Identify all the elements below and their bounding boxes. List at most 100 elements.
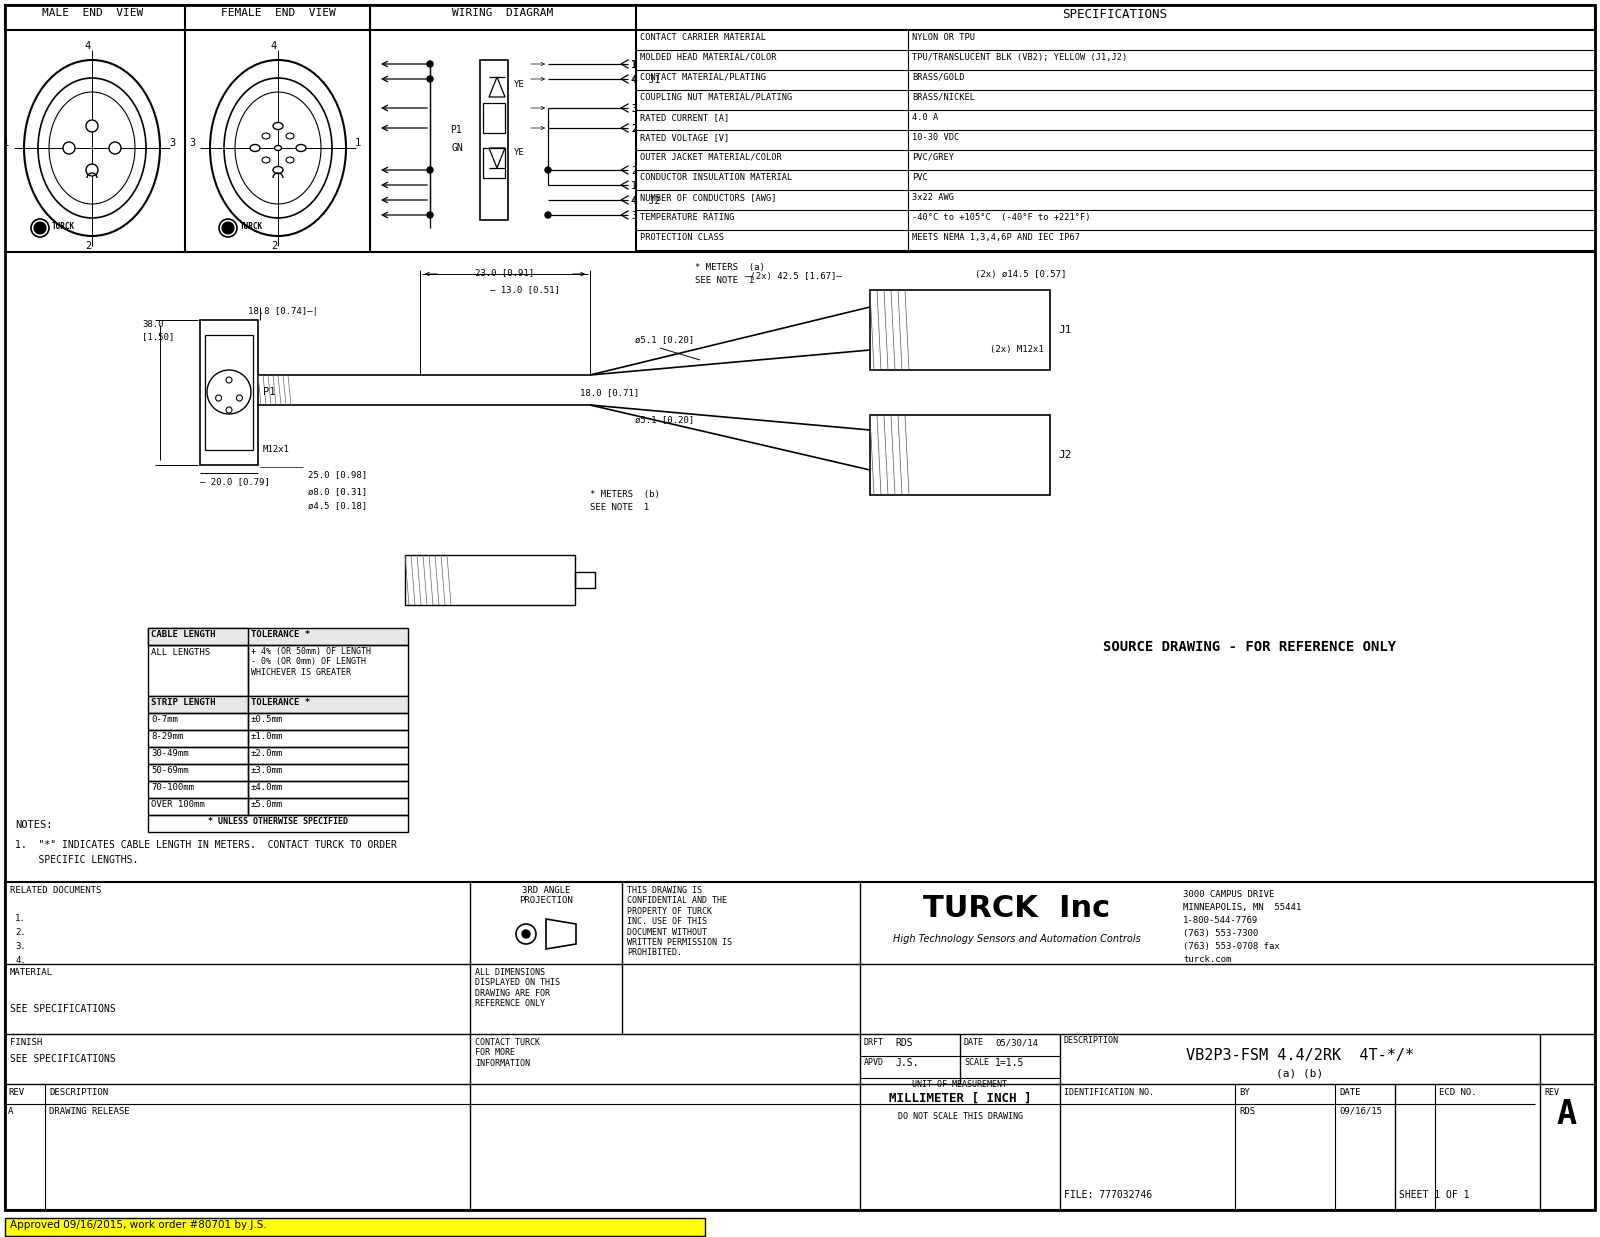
Text: REV: REV: [8, 1089, 24, 1097]
Text: 3: 3: [630, 104, 637, 114]
Circle shape: [427, 75, 434, 82]
Ellipse shape: [262, 134, 270, 139]
Text: SOURCE DRAWING - FOR REFERENCE ONLY: SOURCE DRAWING - FOR REFERENCE ONLY: [1104, 640, 1397, 654]
Ellipse shape: [286, 157, 294, 163]
Text: (2x) ø14.5 [0.57]: (2x) ø14.5 [0.57]: [974, 270, 1066, 280]
Text: 1.: 1.: [14, 914, 26, 923]
Text: TPU/TRANSLUCENT BLK (VB2); YELLOW (J1,J2): TPU/TRANSLUCENT BLK (VB2); YELLOW (J1,J2…: [912, 53, 1128, 62]
Text: PVC: PVC: [912, 173, 928, 182]
Text: 1: 1: [630, 61, 637, 71]
Text: * METERS  (a): * METERS (a): [694, 263, 765, 272]
Text: RDS: RDS: [1238, 1107, 1254, 1116]
Text: A: A: [1557, 1098, 1578, 1131]
Text: (763) 553-7300: (763) 553-7300: [1182, 929, 1258, 938]
Text: (2x) M12x1: (2x) M12x1: [990, 345, 1043, 354]
Text: 09/16/15: 09/16/15: [1339, 1107, 1382, 1116]
Text: SHEET 1 OF 1: SHEET 1 OF 1: [1398, 1190, 1469, 1200]
Ellipse shape: [224, 78, 333, 218]
Text: SPECIFICATIONS: SPECIFICATIONS: [1062, 7, 1168, 21]
Polygon shape: [546, 919, 576, 949]
Circle shape: [427, 77, 432, 82]
Circle shape: [219, 219, 237, 238]
Text: + 4% (OR 50mm) OF LENGTH
- 0% (OR 0mm) OF LENGTH
WHICHEVER IS GREATER: + 4% (OR 50mm) OF LENGTH - 0% (OR 0mm) O…: [251, 647, 371, 677]
Bar: [870, 414, 1050, 495]
Text: 10-30 VDC: 10-30 VDC: [912, 134, 960, 142]
Ellipse shape: [210, 61, 346, 236]
Text: J.S.: J.S.: [894, 1058, 918, 1068]
Text: 1-800-544-7769: 1-800-544-7769: [1182, 917, 1258, 925]
Bar: [870, 289, 1050, 370]
Text: 4  J1: 4 J1: [630, 75, 661, 85]
Text: TURCK  Inc: TURCK Inc: [923, 894, 1110, 923]
Text: -40°C to +105°C  (-40°F to +221°F): -40°C to +105°C (-40°F to +221°F): [912, 213, 1091, 221]
Text: 4.0 A: 4.0 A: [912, 113, 938, 122]
Bar: [248, 696, 408, 713]
Text: 38.0: 38.0: [142, 320, 163, 329]
Text: P1: P1: [262, 387, 275, 397]
Text: BRASS/GOLD: BRASS/GOLD: [912, 73, 965, 82]
Ellipse shape: [275, 146, 282, 151]
Text: A: A: [8, 1107, 13, 1116]
Bar: [248, 764, 408, 781]
Text: 3: 3: [630, 212, 637, 221]
Text: 8-29mm: 8-29mm: [150, 732, 184, 741]
Circle shape: [222, 221, 234, 234]
Circle shape: [515, 924, 536, 944]
Text: ø5.1 [0.20]: ø5.1 [0.20]: [635, 414, 694, 424]
Text: — 13.0 [0.51]: — 13.0 [0.51]: [490, 285, 560, 294]
Text: RATED VOLTAGE [V]: RATED VOLTAGE [V]: [640, 134, 730, 142]
Ellipse shape: [235, 92, 322, 204]
Text: MATERIAL: MATERIAL: [10, 969, 53, 977]
Bar: [248, 747, 408, 764]
Text: IDENTIFICATION NO.: IDENTIFICATION NO.: [1064, 1089, 1154, 1097]
Bar: [147, 628, 408, 644]
Text: * METERS  (b): * METERS (b): [590, 490, 659, 499]
Bar: [147, 644, 248, 696]
Text: SEE NOTE  1: SEE NOTE 1: [694, 276, 754, 285]
Text: 1: 1: [3, 139, 10, 148]
Text: 2: 2: [630, 124, 637, 134]
Text: TURCK: TURCK: [240, 221, 262, 231]
Text: BRASS/NICKEL: BRASS/NICKEL: [912, 93, 974, 101]
Text: 30-49mm: 30-49mm: [150, 748, 189, 758]
Text: TURCK: TURCK: [51, 221, 75, 231]
Text: FILE: 777032746: FILE: 777032746: [1064, 1190, 1152, 1200]
Text: 3000 CAMPUS DRIVE: 3000 CAMPUS DRIVE: [1182, 889, 1274, 899]
Circle shape: [206, 370, 251, 414]
Text: 0-7mm: 0-7mm: [150, 715, 178, 724]
Text: 3: 3: [189, 139, 195, 148]
Text: 1: 1: [630, 181, 637, 190]
Ellipse shape: [50, 92, 134, 204]
Text: * UNLESS OTHERWISE SPECIFIED: * UNLESS OTHERWISE SPECIFIED: [208, 816, 349, 826]
Text: ±5.0mm: ±5.0mm: [251, 800, 283, 809]
Text: CONDUCTOR INSULATION MATERIAL: CONDUCTOR INSULATION MATERIAL: [640, 173, 792, 182]
Text: RELATED DOCUMENTS: RELATED DOCUMENTS: [10, 886, 101, 896]
Text: OVER 100mm: OVER 100mm: [150, 800, 205, 809]
Text: 4: 4: [85, 41, 91, 51]
Text: turck.com: turck.com: [1182, 955, 1232, 964]
Circle shape: [109, 142, 122, 153]
Bar: [147, 815, 408, 833]
Text: MINNEAPOLIS, MN  55441: MINNEAPOLIS, MN 55441: [1182, 903, 1301, 912]
Ellipse shape: [274, 122, 283, 130]
Text: NOTES:: NOTES:: [14, 820, 53, 830]
Text: 3: 3: [170, 139, 174, 148]
Text: MEETS NEMA 1,3,4,6P AND IEC IP67: MEETS NEMA 1,3,4,6P AND IEC IP67: [912, 233, 1080, 242]
Text: ±2.0mm: ±2.0mm: [251, 748, 283, 758]
Text: SEE SPECIFICATIONS: SEE SPECIFICATIONS: [10, 1004, 115, 1014]
Text: 2: 2: [630, 124, 637, 134]
Text: REV: REV: [1544, 1089, 1558, 1097]
Bar: [147, 730, 248, 747]
Text: CABLE LENGTH: CABLE LENGTH: [150, 630, 216, 640]
Text: 2: 2: [630, 166, 637, 176]
Text: YE: YE: [514, 80, 525, 89]
Text: 3x22 AWG: 3x22 AWG: [912, 193, 954, 202]
Circle shape: [427, 62, 432, 67]
Text: STRIP LENGTH: STRIP LENGTH: [150, 698, 216, 708]
Bar: [248, 713, 408, 730]
Text: J1: J1: [1058, 325, 1072, 335]
Text: 3.: 3.: [14, 943, 26, 951]
Text: VB2P3-FSM 4.4/2RK  4T-*/*: VB2P3-FSM 4.4/2RK 4T-*/*: [1186, 1048, 1414, 1063]
Text: 2: 2: [270, 241, 277, 251]
Text: 1: 1: [630, 61, 637, 71]
